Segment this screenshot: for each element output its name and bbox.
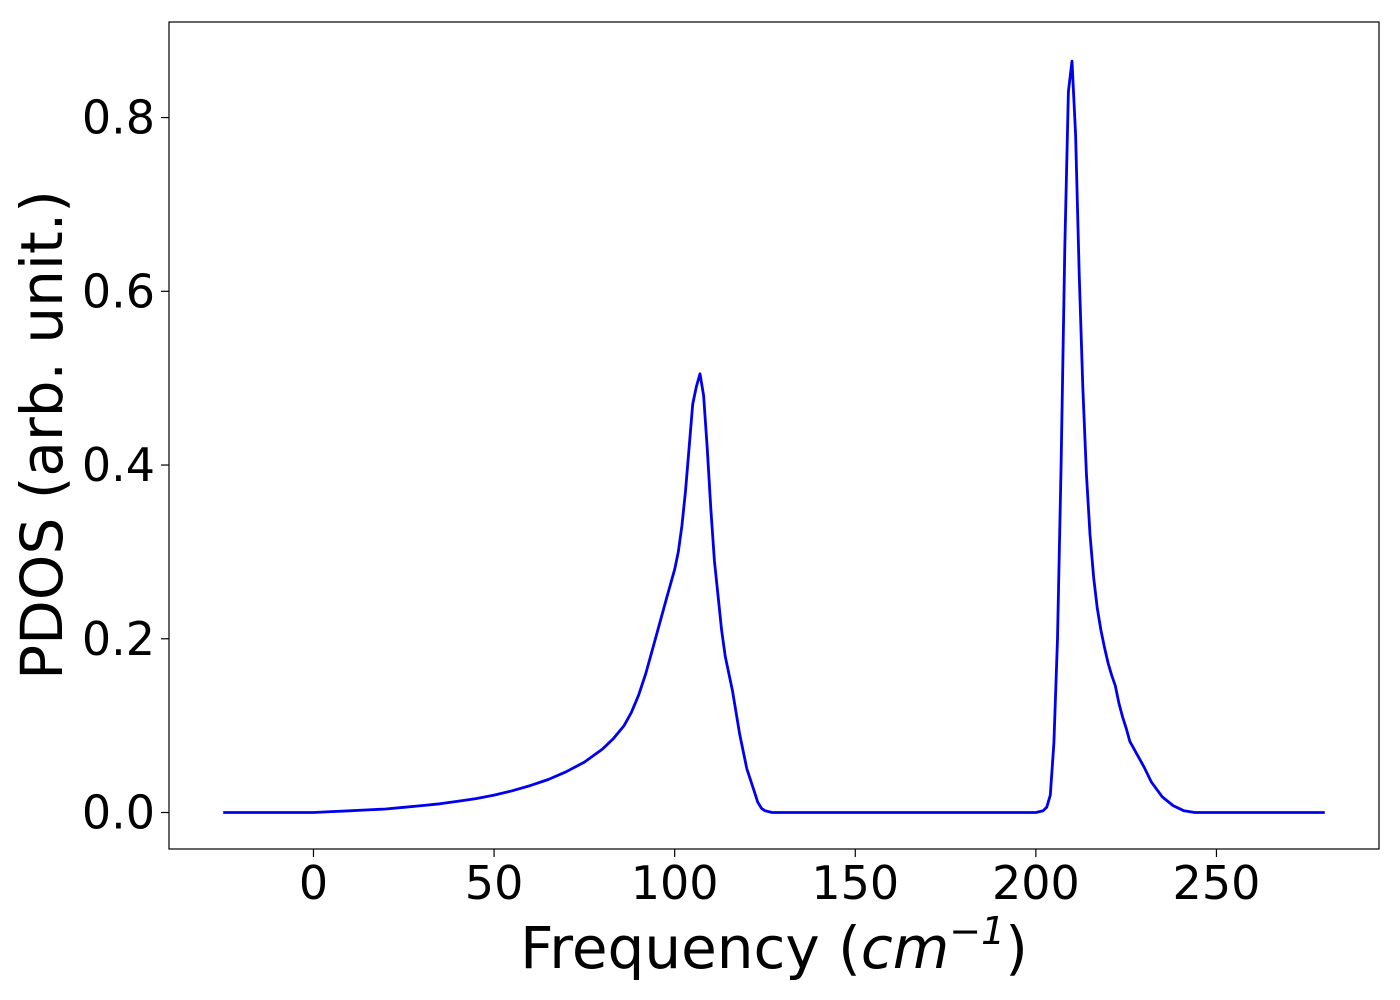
- y-tick-label: 0.8: [82, 91, 155, 145]
- plot-frame: [168, 21, 1380, 850]
- y-tick-label: 0.0: [82, 786, 155, 840]
- x-axis-label-prefix: Frequency (: [520, 914, 861, 982]
- x-tick-label: 50: [465, 856, 524, 910]
- x-tick-label: 250: [1173, 856, 1261, 910]
- x-axis-label: Frequency (cm−1): [520, 909, 1028, 982]
- x-axis-label-exponent: −1: [949, 909, 1005, 953]
- ticks-layer: 0 50 100 150 200 250 0.0 0.2 0.4 0.6 0.8: [82, 91, 1261, 910]
- x-axis-label-unit: cm: [861, 914, 949, 982]
- y-tick-label: 0.6: [82, 264, 155, 318]
- x-axis-label-suffix: ): [1005, 914, 1028, 982]
- y-tick-label: 0.4: [82, 438, 155, 492]
- x-tick-label: 200: [992, 856, 1080, 910]
- series-line-0: [223, 59, 1325, 814]
- series-layer: [223, 59, 1325, 814]
- y-axis-label: PDOS (arb. unit.): [8, 190, 76, 680]
- x-tick-label: 0: [299, 856, 328, 910]
- x-tick-label: 100: [631, 856, 719, 910]
- x-tick-label: 150: [811, 856, 899, 910]
- y-tick-label: 0.2: [82, 612, 155, 666]
